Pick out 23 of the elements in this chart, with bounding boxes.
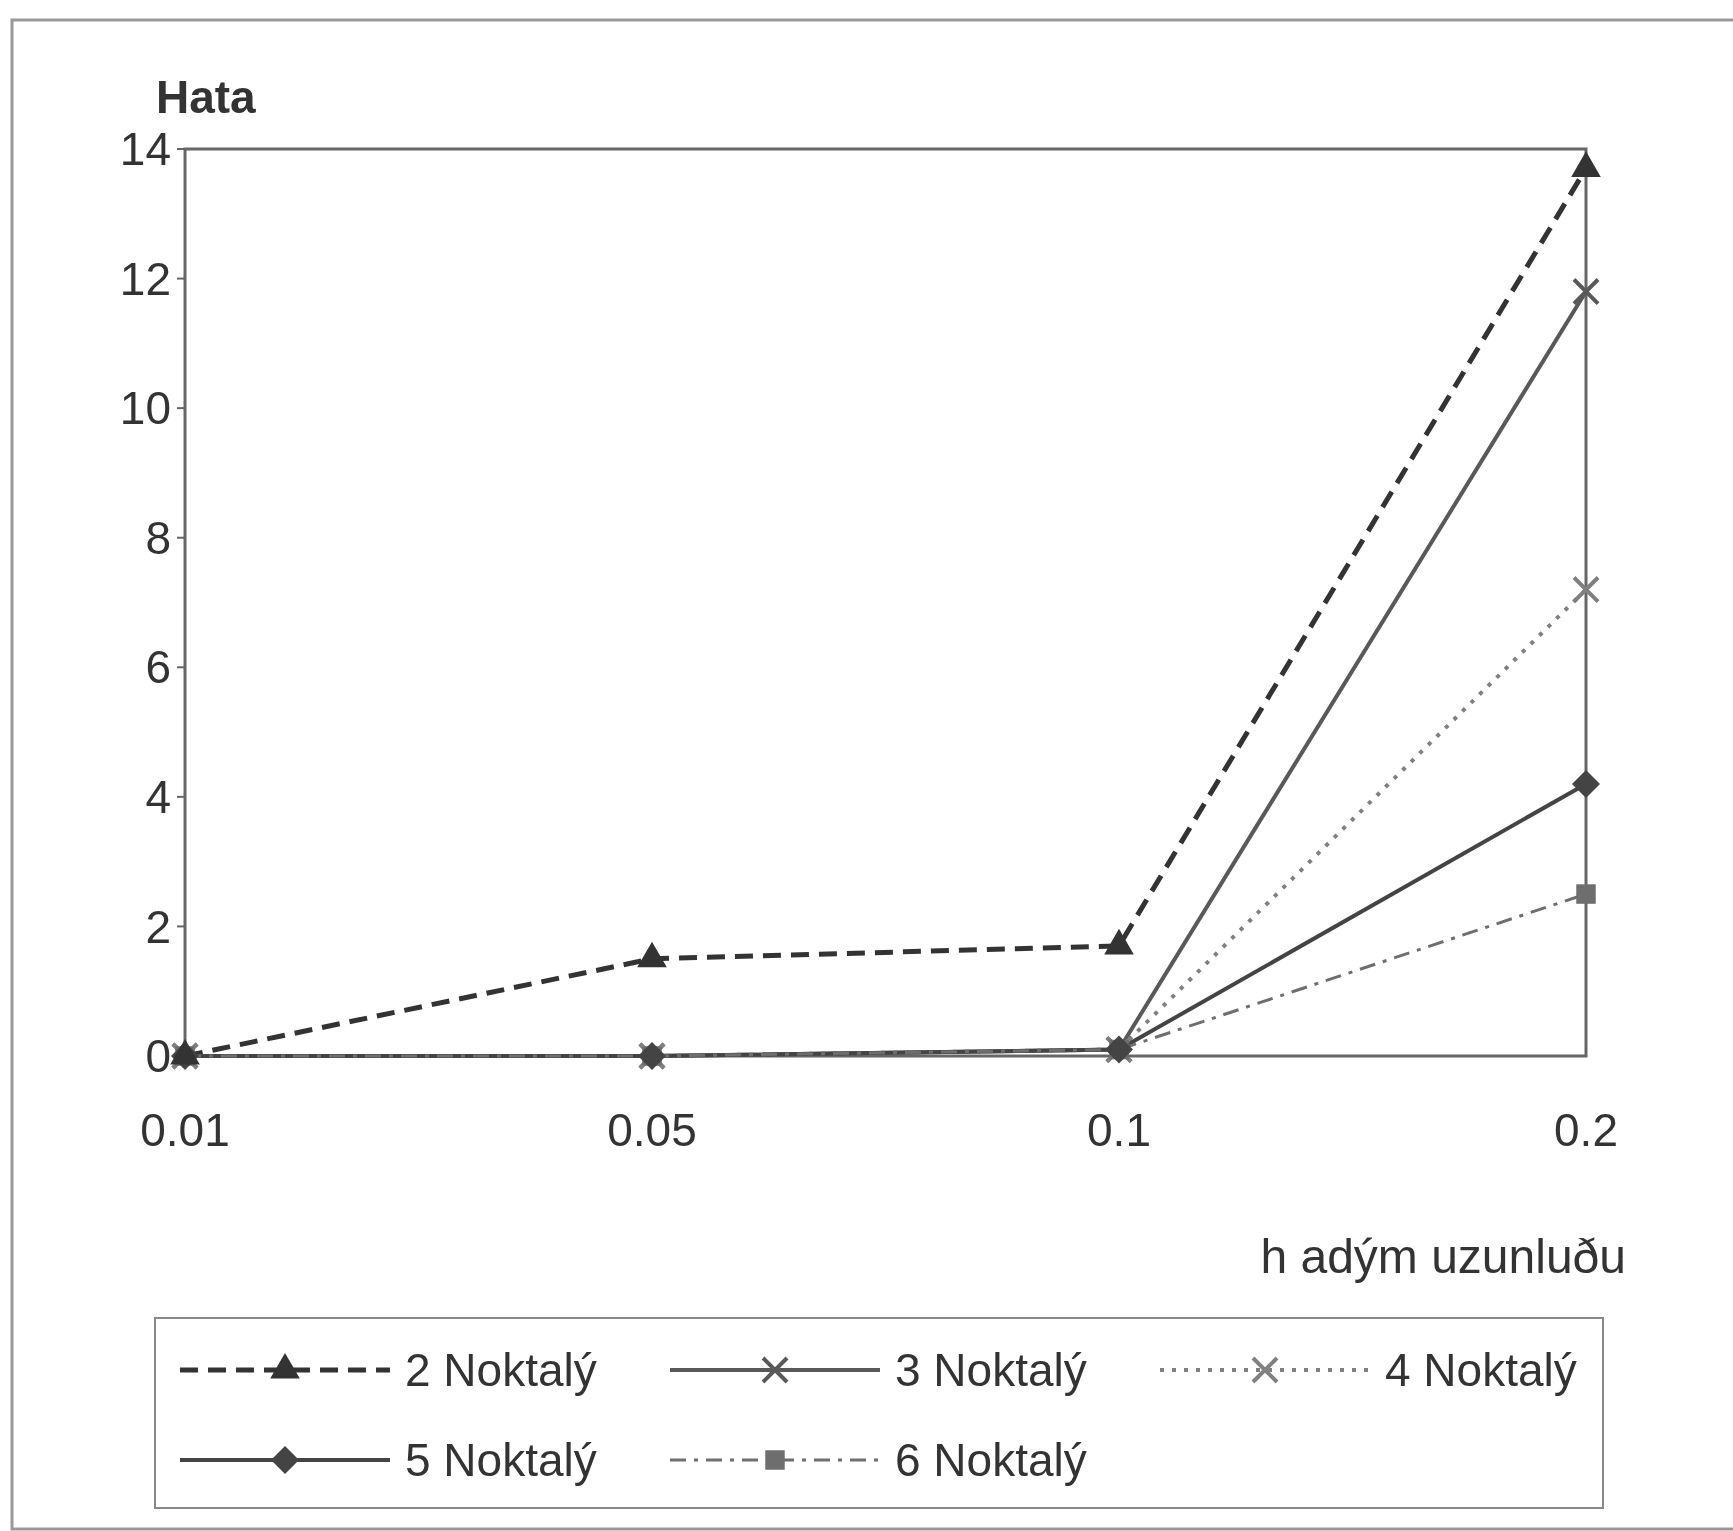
y-tick-label: 2: [145, 900, 171, 953]
point: [1571, 277, 1601, 306]
point: [1572, 769, 1600, 798]
y-tick-label: 4: [145, 770, 171, 823]
legend-label: 6 Noktalý: [895, 1434, 1087, 1487]
y-tick-label: 8: [145, 511, 171, 564]
y-tick-label: 14: [119, 123, 171, 176]
x-tick-label: 0.1: [1087, 1104, 1151, 1156]
x-tick-label: 0.01: [140, 1104, 230, 1156]
y-tick-label: 10: [119, 382, 171, 435]
x-tick-label: 0.05: [607, 1104, 697, 1156]
x-tick-label: 0.2: [1554, 1104, 1618, 1156]
legend-label: 3 Noktalý: [895, 1344, 1087, 1397]
y-tick-label: 12: [119, 252, 171, 305]
y-axis-title: Hata: [156, 71, 257, 123]
legend-label: 4 Noktalý: [1385, 1344, 1577, 1397]
y-tick-label: 6: [145, 641, 171, 694]
legend-label: 5 Noktalý: [405, 1434, 597, 1487]
x-axis-title: h adým uzunluðu: [1260, 1230, 1626, 1283]
point: [1571, 575, 1601, 604]
y-tick-label: 0: [145, 1030, 171, 1083]
point: [1576, 884, 1596, 904]
legend-label: 2 Noktalý: [405, 1344, 597, 1397]
